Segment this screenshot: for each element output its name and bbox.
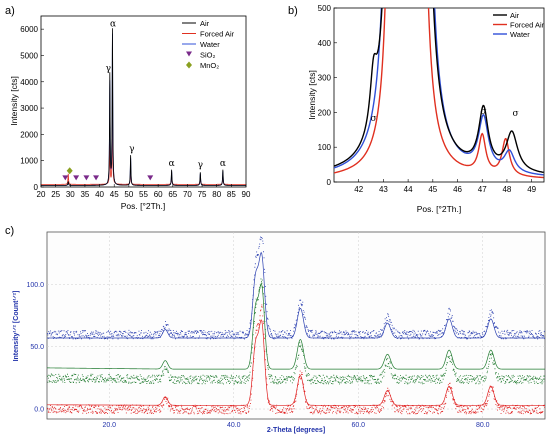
b-ytick-label: 500 — [318, 4, 332, 13]
a-legend-label: Forced Air — [200, 30, 235, 39]
a-xtick-label: 50 — [124, 190, 133, 199]
c-ytick-label: 0.0 — [34, 407, 44, 414]
c-ytick-label: 100.0 — [26, 282, 44, 289]
c-fit-middle — [47, 282, 545, 370]
c-xtick-label: 20.0 — [102, 422, 116, 429]
b-series-water — [334, 8, 544, 176]
a-sio2-marker — [83, 175, 90, 181]
a-xtick-label: 40 — [95, 190, 104, 199]
a-phase-label: α — [169, 159, 175, 169]
a-sio2-marker — [62, 175, 69, 181]
a-xtick-label: 75 — [198, 190, 207, 199]
panel-a-xlabel: Pos. [°2Th.] — [121, 201, 166, 211]
a-legend-label: MnO₂ — [200, 61, 219, 70]
b-sigma-label: σ — [513, 109, 519, 119]
b-ytick-label: 100 — [318, 143, 332, 152]
panel-b-xlabel: Pos. [°2Th.] — [417, 204, 462, 214]
b-ytick-label: 400 — [318, 39, 332, 48]
a-phase-label: γ — [129, 144, 134, 154]
panel-a: a) α γ γ α γ α 20 25 30 35 40 45 50 55 60 65 70 75 80 85 90… — [5, 5, 251, 211]
b-xtick-label: 45 — [428, 185, 437, 194]
b-ytick-label: 300 — [318, 74, 332, 83]
a-legend-label: Water — [200, 40, 220, 49]
a-phase-label: α — [220, 159, 226, 169]
b-sigma-label: σ — [480, 107, 486, 117]
b-xtick-label: 42 — [354, 185, 363, 194]
b-xtick-label: 43 — [379, 185, 388, 194]
panel-a-ylabel: Intensity [cts] — [9, 76, 19, 126]
a-phase-label: γ — [198, 160, 203, 170]
b-legend-label: Air — [510, 11, 520, 20]
panel-b-ylabel: Intensity [cts] — [307, 70, 317, 120]
a-xtick-label: 90 — [242, 190, 251, 199]
a-sio2-marker — [73, 175, 80, 181]
panel-c: c) 20.0 40.0 60.0 80.0 0.0 50.0 100.0 Intensit… — [5, 225, 546, 434]
a-xtick-label: 35 — [80, 190, 89, 199]
b-series-air — [334, 8, 544, 173]
panel-a-label: a) — [5, 5, 15, 17]
c-ytick-label: 50.0 — [30, 344, 44, 351]
c-xtick-label: 40.0 — [227, 422, 241, 429]
b-legend-label: Forced Air — [510, 21, 545, 30]
a-xtick-label: 20 — [37, 190, 46, 199]
c-points-middle — [47, 278, 545, 385]
a-phase-label: γ — [106, 64, 111, 74]
b-xtick-label: 46 — [453, 185, 462, 194]
a-xtick-label: 70 — [183, 190, 192, 199]
b-legend-label: Water — [510, 30, 530, 39]
b-xtick-label: 48 — [502, 185, 511, 194]
a-legend-swatch — [186, 61, 192, 69]
panel-b: b) σσ σ 42 43 44 45 46 47 48 490100200300400500 … — [288, 4, 545, 214]
a-xtick-label: 60 — [154, 190, 163, 199]
a-xtick-label: 30 — [66, 190, 75, 199]
b-xtick-label: 49 — [527, 185, 536, 194]
a-xtick-label: 85 — [227, 190, 236, 199]
panel-c-xlabel: 2-Theta [degrees] — [267, 427, 325, 434]
a-sio2-marker — [147, 175, 154, 181]
a-series-forced — [41, 110, 246, 185]
c-fit-bottom — [47, 319, 545, 406]
a-xtick-label: 80 — [212, 190, 221, 199]
c-series-middle — [47, 278, 545, 385]
a-ytick-label: 0 — [34, 183, 39, 192]
a-ytick-label: 2000 — [20, 130, 38, 139]
a-ytick-label: 5000 — [20, 51, 38, 60]
panel-b-label: b) — [288, 5, 298, 17]
a-xtick-label: 65 — [168, 190, 177, 199]
panel-b-plot-frame — [333, 7, 545, 183]
a-ytick-label: 3000 — [20, 104, 38, 113]
a-ytick-label: 4000 — [20, 78, 38, 87]
c-series-top — [47, 236, 545, 340]
panel-c-label: c) — [5, 225, 14, 237]
b-sigma-label: σ — [370, 114, 376, 124]
b-xtick-label: 44 — [404, 185, 413, 194]
panel-c-ylabel: Intensity¹ᐟ² [Count¹ᐟ²] — [12, 291, 20, 362]
a-mno2-marker — [66, 167, 73, 175]
b-ytick-label: 200 — [318, 108, 332, 117]
a-sio2-marker — [93, 175, 100, 181]
a-legend-swatch — [186, 51, 192, 57]
c-xtick-label: 80.0 — [476, 422, 490, 429]
a-legend-label: SiO₂ — [200, 51, 216, 60]
a-phase-label: α — [110, 20, 116, 30]
a-ytick-label: 6000 — [20, 25, 38, 34]
c-xtick-label: 60.0 — [351, 422, 365, 429]
c-series-bottom — [47, 304, 545, 415]
b-xtick-label: 47 — [478, 185, 487, 194]
a-legend-label: Air — [200, 19, 210, 28]
a-ytick-label: 1000 — [20, 157, 38, 166]
b-ytick-label: 0 — [327, 178, 332, 187]
a-xtick-label: 55 — [139, 190, 148, 199]
a-xtick-label: 25 — [51, 190, 60, 199]
c-fit-top — [47, 251, 545, 339]
a-xtick-label: 45 — [110, 190, 119, 199]
